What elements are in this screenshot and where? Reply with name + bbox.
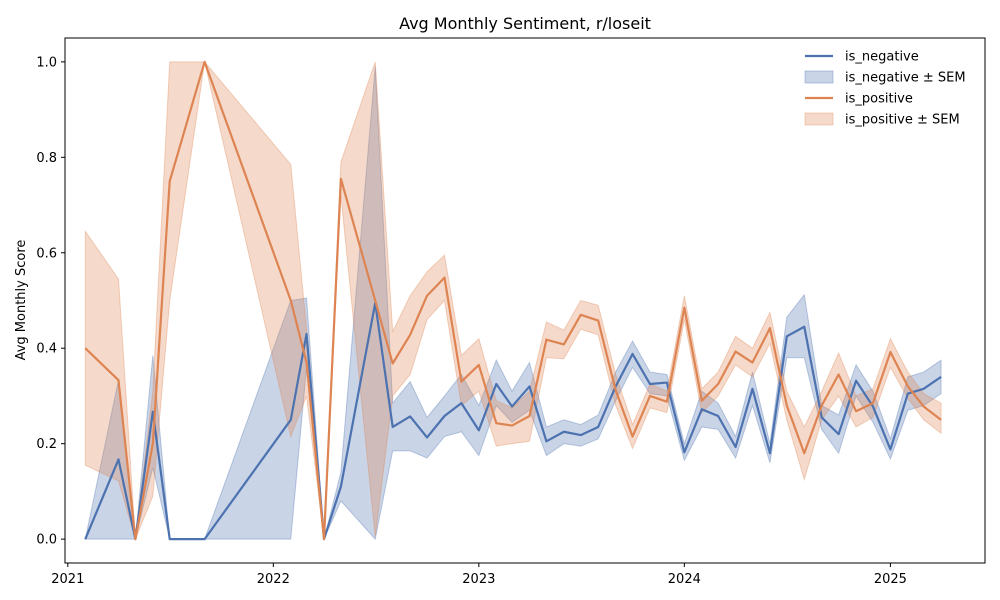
y-axis-label: Avg Monthly Score [14,240,29,361]
chart-title: Avg Monthly Sentiment, r/loseit [399,14,651,33]
y-tick-label: 1.0 [36,55,57,70]
y-tick-label: 0.8 [36,151,57,166]
legend-band-swatch [804,112,834,126]
x-tick-label: 2021 [51,572,84,587]
series-line-is_positive [84,60,942,541]
sem-band-is_positive [84,61,942,541]
y-tick-label: 0.2 [36,437,57,452]
y-tick-label: 0.0 [36,533,57,548]
plot-frame [64,37,986,564]
x-axis: 2021 2022 2023 2024 2025 [51,563,907,587]
x-tick-label: 2022 [257,572,290,587]
plot-area [84,60,942,542]
y-tick-label: 0.6 [36,246,57,261]
series-line-is_negative [84,301,942,541]
legend-entry-label: is_positive [845,92,913,107]
legend-band-swatch [804,70,834,84]
x-tick-label: 2025 [874,572,907,587]
legend: is_negative is_negative ± SEM is_positivei… [804,50,966,128]
x-tick-label: 2024 [668,572,701,587]
sem-band-is_negative [84,66,942,542]
legend-entry-label: is_positive ± SEM [845,113,960,128]
x-tick-label: 2023 [462,572,495,587]
legend-entry-label: is_negative [845,50,919,65]
legend-entry-label: is_negative ± SEM [845,71,966,86]
y-axis: 0.0 0.2 0.4 0.6 0.8 1.0 [36,55,65,548]
y-tick-label: 0.4 [36,342,57,357]
